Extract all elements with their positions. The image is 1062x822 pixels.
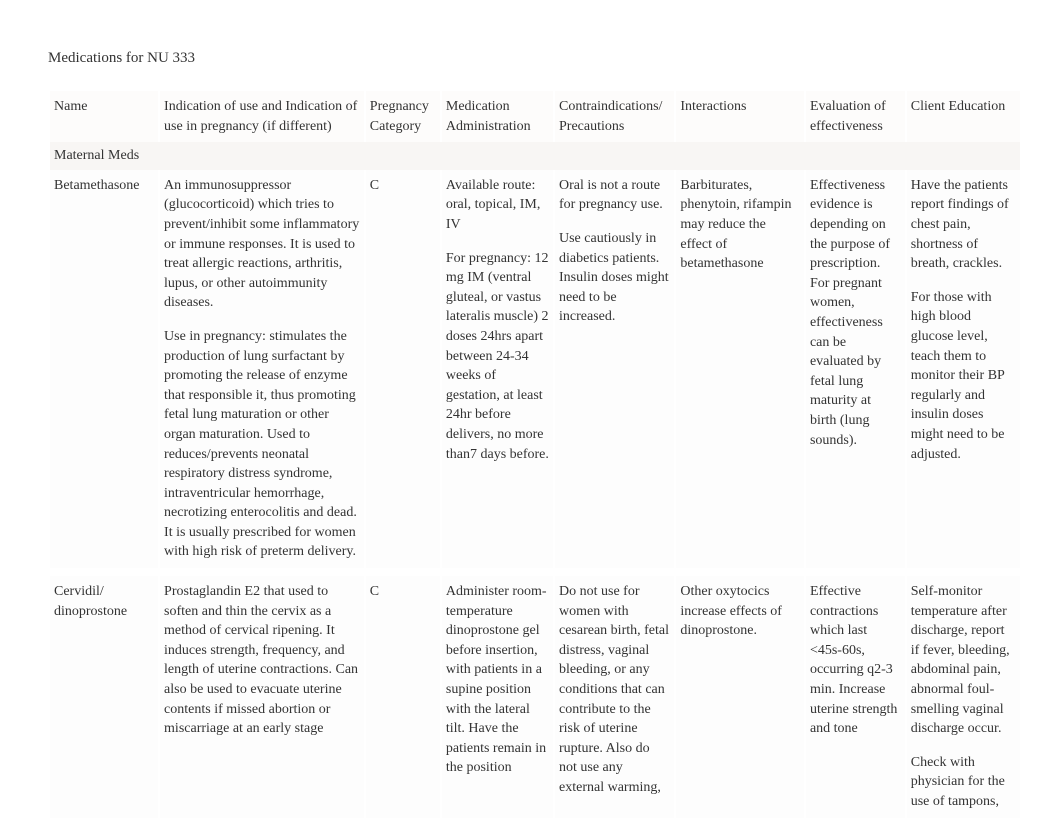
section-label: Maternal Meds	[50, 142, 1020, 170]
cell-contra: Oral is not a route for pregnancy use. U…	[555, 170, 674, 568]
cell-name: Betamethasone	[50, 170, 158, 568]
page-title: Medications for NU 333	[48, 50, 1022, 67]
section-row: Maternal Meds	[50, 142, 1020, 170]
col-header-name: Name	[50, 91, 158, 142]
cell-education: Have the patients report findings of che…	[907, 170, 1020, 568]
col-header-admin: Medication Administration	[442, 91, 553, 142]
cell-eval: Effective contractions which last <45s-6…	[806, 576, 905, 818]
col-header-interactions: Interactions	[676, 91, 804, 142]
cell-category: C	[366, 170, 440, 568]
paragraph: Use cautiously in diabetics patients. In…	[559, 229, 670, 327]
table-header-row: Name Indication of use and Indication of…	[50, 91, 1020, 142]
cell-education: Self-monitor temperature after discharge…	[907, 576, 1020, 818]
paragraph: Available route: oral, topical, IM, IV	[446, 176, 549, 235]
cell-indication: Prostaglandin E2 that used to soften and…	[160, 576, 364, 818]
table-row: Cervidil/ dinoprostone Prostaglandin E2 …	[50, 576, 1020, 818]
paragraph: Administer room-temperature dinoprostone…	[446, 582, 549, 778]
paragraph: For pregnancy: 12 mg IM (ventral gluteal…	[446, 249, 549, 465]
table-row: Betamethasone An immunosuppressor (gluco…	[50, 170, 1020, 568]
col-header-eval: Evaluation of effectiveness	[806, 91, 905, 142]
paragraph: Use in pregnancy: stimulates the product…	[164, 327, 360, 562]
paragraph: Have the patients report findings of che…	[911, 176, 1016, 274]
cell-category: C	[366, 576, 440, 818]
cell-eval: Effectiveness evidence is depending on t…	[806, 170, 905, 568]
paragraph: Prostaglandin E2 that used to soften and…	[164, 582, 360, 739]
col-header-contra: Contraindications/ Precautions	[555, 91, 674, 142]
paragraph: Self-monitor temperature after discharge…	[911, 582, 1016, 739]
cell-admin: Available route: oral, topical, IM, IV F…	[442, 170, 553, 568]
cell-interactions: Barbiturates, phenytoin, rifampin may re…	[676, 170, 804, 568]
col-header-indication: Indication of use and Indication of use …	[160, 91, 364, 142]
cell-admin: Administer room-temperature dinoprostone…	[442, 576, 553, 818]
medications-table: Name Indication of use and Indication of…	[48, 91, 1022, 818]
paragraph: For those with high blood glucose level,…	[911, 288, 1016, 464]
spacer-row	[50, 568, 1020, 576]
cell-interactions: Other oxytocics increase effects of dino…	[676, 576, 804, 818]
col-header-category: Pregnancy Category	[366, 91, 440, 142]
paragraph: Do not use for women with cesarean birth…	[559, 582, 670, 798]
col-header-education: Client Education	[907, 91, 1020, 142]
paragraph: Oral is not a route for pregnancy use.	[559, 176, 670, 215]
cell-contra: Do not use for women with cesarean birth…	[555, 576, 674, 818]
cell-indication: An immunosuppressor (glucocorticoid) whi…	[160, 170, 364, 568]
paragraph: Check with physician for the use of tamp…	[911, 753, 1016, 812]
cell-name: Cervidil/ dinoprostone	[50, 576, 158, 818]
paragraph: An immunosuppressor (glucocorticoid) whi…	[164, 176, 360, 313]
